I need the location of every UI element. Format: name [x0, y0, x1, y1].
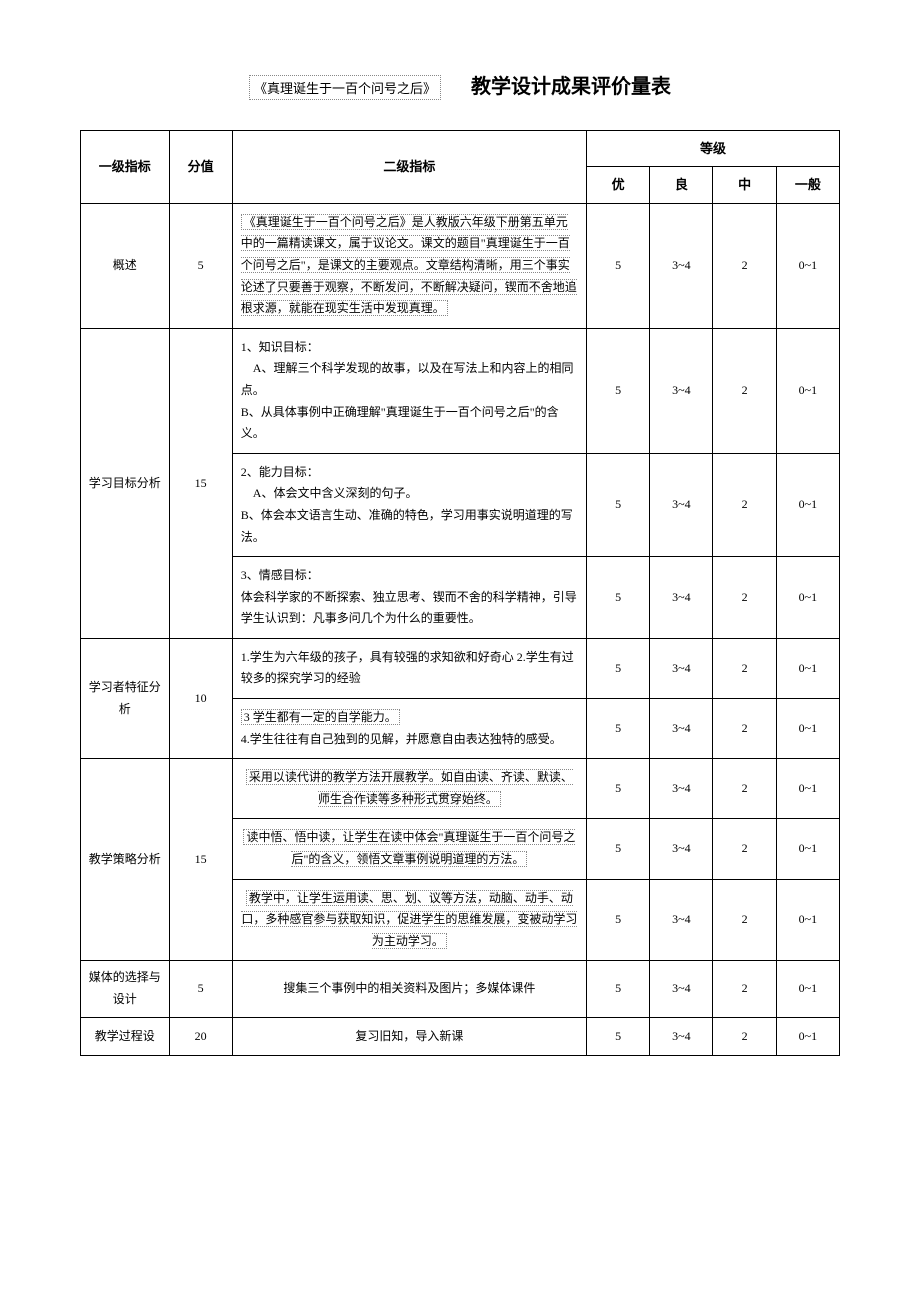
score-cell: 5: [169, 203, 232, 328]
score-cell: 20: [169, 1017, 232, 1056]
grade-cell-excellent: 5: [586, 759, 649, 819]
grade-cell-medium: 2: [713, 453, 776, 556]
secondary-indicator-cell: 2、能力目标： A、体会文中含义深刻的句子。B、体会本文语言生动、准确的特色，学…: [232, 453, 586, 556]
page-title: 教学设计成果评价量表: [471, 70, 671, 99]
grade-cell-good: 3~4: [650, 557, 713, 639]
secondary-indicator-cell: 3、情感目标：体会科学家的不断探索、独立思考、锲而不舍的科学精神，引导学生认识到…: [232, 557, 586, 639]
secondary-indicator-cell: 1、知识目标： A、理解三个科学发现的故事，以及在写法上和内容上的相同点。B、从…: [232, 328, 586, 453]
grade-cell-excellent: 5: [586, 879, 649, 961]
table-row: 教学过程设20复习旧知，导入新课53~420~1: [81, 1017, 840, 1056]
table-row: 媒体的选择与设计5搜集三个事例中的相关资料及图片；多媒体课件53~420~1: [81, 961, 840, 1017]
grade-cell-excellent: 5: [586, 819, 649, 879]
grade-cell-normal: 0~1: [776, 328, 839, 453]
secondary-indicator-cell: 1.学生为六年级的孩子，具有较强的求知欲和好奇心 2.学生有过较多的探究学习的经…: [232, 638, 586, 698]
col-header-normal: 一般: [776, 167, 839, 203]
grade-cell-medium: 2: [713, 1017, 776, 1056]
grade-cell-good: 3~4: [650, 453, 713, 556]
grade-cell-normal: 0~1: [776, 759, 839, 819]
grade-cell-good: 3~4: [650, 961, 713, 1017]
grade-cell-normal: 0~1: [776, 557, 839, 639]
secondary-indicator-cell: 《真理诞生于一百个问号之后》是人教版六年级下册第五单元中的一篇精读课文，属于议论…: [232, 203, 586, 328]
grade-cell-normal: 0~1: [776, 453, 839, 556]
grade-cell-good: 3~4: [650, 638, 713, 698]
secondary-indicator-cell: 采用以读代讲的教学方法开展教学。如自由读、齐读、默读、师生合作读等多种形式贯穿始…: [232, 759, 586, 819]
grade-cell-excellent: 5: [586, 961, 649, 1017]
grade-cell-good: 3~4: [650, 699, 713, 759]
col-header-grade: 等级: [586, 131, 839, 167]
grade-cell-good: 3~4: [650, 328, 713, 453]
secondary-indicator-cell: 复习旧知，导入新课: [232, 1017, 586, 1056]
grade-cell-good: 3~4: [650, 879, 713, 961]
grade-cell-good: 3~4: [650, 819, 713, 879]
grade-cell-medium: 2: [713, 961, 776, 1017]
header-subtitle: 《真理诞生于一百个问号之后》: [249, 75, 441, 100]
grade-cell-medium: 2: [713, 699, 776, 759]
grade-cell-normal: 0~1: [776, 1017, 839, 1056]
grade-cell-excellent: 5: [586, 557, 649, 639]
col-header-medium: 中: [713, 167, 776, 203]
grade-cell-good: 3~4: [650, 203, 713, 328]
grade-cell-medium: 2: [713, 759, 776, 819]
grade-cell-good: 3~4: [650, 1017, 713, 1056]
col-header-level2: 二级指标: [232, 131, 586, 204]
indicator-cell: 教学策略分析: [81, 759, 170, 961]
grade-cell-medium: 2: [713, 638, 776, 698]
grade-cell-excellent: 5: [586, 453, 649, 556]
col-header-excellent: 优: [586, 167, 649, 203]
grade-cell-medium: 2: [713, 819, 776, 879]
indicator-cell: 学习者特征分析: [81, 638, 170, 758]
table-row: 教学策略分析15采用以读代讲的教学方法开展教学。如自由读、齐读、默读、师生合作读…: [81, 759, 840, 819]
grade-cell-good: 3~4: [650, 759, 713, 819]
grade-cell-normal: 0~1: [776, 819, 839, 879]
table-row: 学习目标分析151、知识目标： A、理解三个科学发现的故事，以及在写法上和内容上…: [81, 328, 840, 453]
evaluation-table: 一级指标 分值 二级指标 等级 优 良 中 一般 概述5《真理诞生于一百个问号之…: [80, 130, 840, 1056]
grade-cell-medium: 2: [713, 328, 776, 453]
grade-cell-excellent: 5: [586, 328, 649, 453]
grade-cell-normal: 0~1: [776, 961, 839, 1017]
indicator-cell: 学习目标分析: [81, 328, 170, 638]
grade-cell-normal: 0~1: [776, 699, 839, 759]
grade-cell-normal: 0~1: [776, 879, 839, 961]
score-cell: 10: [169, 638, 232, 758]
secondary-indicator-cell: 教学中，让学生运用读、思、划、议等方法，动脑、动手、动口，多种感官参与获取知识，…: [232, 879, 586, 961]
secondary-indicator-cell: 3 学生都有一定的自学能力。4.学生往往有自己独到的见解，并愿意自由表达独特的感…: [232, 699, 586, 759]
score-cell: 5: [169, 961, 232, 1017]
grade-cell-medium: 2: [713, 557, 776, 639]
grade-cell-medium: 2: [713, 203, 776, 328]
score-cell: 15: [169, 759, 232, 961]
indicator-cell: 概述: [81, 203, 170, 328]
score-cell: 15: [169, 328, 232, 638]
col-header-score: 分值: [169, 131, 232, 204]
grade-cell-excellent: 5: [586, 1017, 649, 1056]
col-header-level1: 一级指标: [81, 131, 170, 204]
table-row: 学习者特征分析101.学生为六年级的孩子，具有较强的求知欲和好奇心 2.学生有过…: [81, 638, 840, 698]
secondary-indicator-cell: 读中悟、悟中读，让学生在读中体会"真理诞生于一百个问号之后"的含义，领悟文章事例…: [232, 819, 586, 879]
grade-cell-medium: 2: [713, 879, 776, 961]
indicator-cell: 媒体的选择与设计: [81, 961, 170, 1017]
grade-cell-normal: 0~1: [776, 203, 839, 328]
secondary-indicator-cell: 搜集三个事例中的相关资料及图片；多媒体课件: [232, 961, 586, 1017]
grade-cell-excellent: 5: [586, 699, 649, 759]
grade-cell-normal: 0~1: [776, 638, 839, 698]
grade-cell-excellent: 5: [586, 638, 649, 698]
col-header-good: 良: [650, 167, 713, 203]
indicator-cell: 教学过程设: [81, 1017, 170, 1056]
table-row: 概述5《真理诞生于一百个问号之后》是人教版六年级下册第五单元中的一篇精读课文，属…: [81, 203, 840, 328]
grade-cell-excellent: 5: [586, 203, 649, 328]
